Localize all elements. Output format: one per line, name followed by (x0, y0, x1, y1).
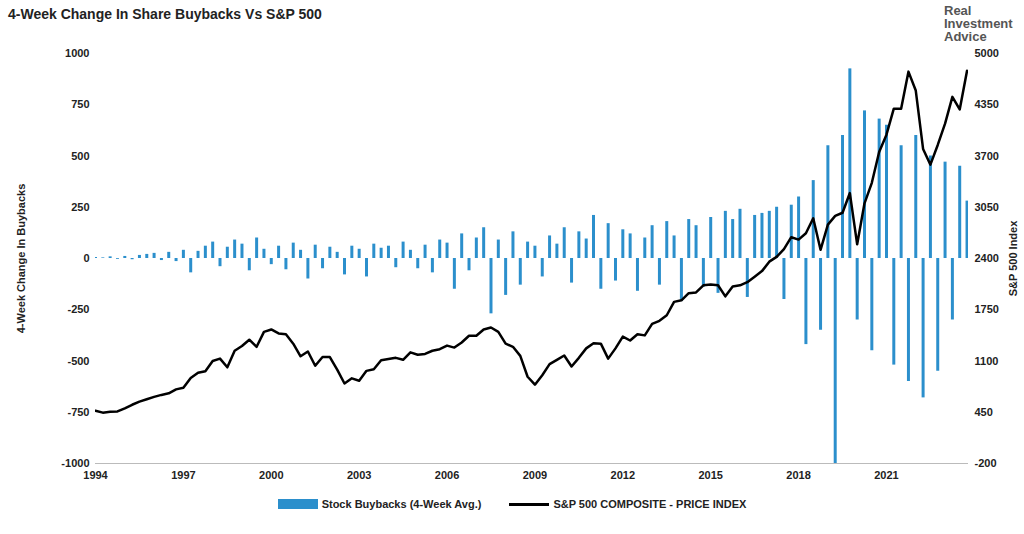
svg-text:1994: 1994 (83, 469, 108, 481)
html-text:S&P 500 COMPOSITE - PRICE INDE: S&P 500 COMPOSITE - PRICE INDEX (553, 498, 747, 510)
svg-text:2018: 2018 (786, 469, 810, 481)
svg-text:-250: -250 (67, 303, 89, 315)
html-text:Real Investment Advice: Real Investment Advice (944, 3, 1013, 44)
svg-text:S&P 500 Index: S&P 500 Index (1007, 220, 1019, 296)
svg-text:2015: 2015 (698, 469, 722, 481)
svg-text:4-Week Change In Buybacks: 4-Week Change In Buybacks (15, 184, 27, 334)
svg-text:2000: 2000 (259, 469, 283, 481)
svg-text:2003: 2003 (347, 469, 371, 481)
svg-text:2012: 2012 (611, 469, 635, 481)
svg-text:2009: 2009 (523, 469, 547, 481)
svg-text:2006: 2006 (435, 469, 459, 481)
svg-text:3700: 3700 (975, 150, 999, 162)
svg-text:5000: 5000 (975, 47, 999, 59)
svg-text:2400: 2400 (975, 252, 999, 264)
svg-text:500: 500 (71, 150, 89, 162)
svg-text:750: 750 (71, 98, 89, 110)
svg-text:250: 250 (71, 201, 89, 213)
svg-text:2021: 2021 (874, 469, 898, 481)
svg-text:-500: -500 (67, 355, 89, 367)
svg-text:450: 450 (975, 406, 993, 418)
svg-text:-1000: -1000 (61, 457, 89, 469)
svg-text:1750: 1750 (975, 303, 999, 315)
svg-text:3050: 3050 (975, 201, 999, 213)
svg-text:0: 0 (83, 252, 89, 264)
svg-text:4350: 4350 (975, 98, 999, 110)
html-text:Stock Buybacks (4-Week Avg.): Stock Buybacks (4-Week Avg.) (321, 498, 482, 510)
html-text:4-Week Change In Share Buyback: 4-Week Change In Share Buybacks Vs S&P 5… (8, 6, 322, 22)
svg-text:-200: -200 (975, 457, 997, 469)
svg-text:1100: 1100 (975, 355, 999, 367)
svg-text:1997: 1997 (171, 469, 195, 481)
svg-text:-750: -750 (67, 406, 89, 418)
svg-text:1000: 1000 (65, 47, 89, 59)
